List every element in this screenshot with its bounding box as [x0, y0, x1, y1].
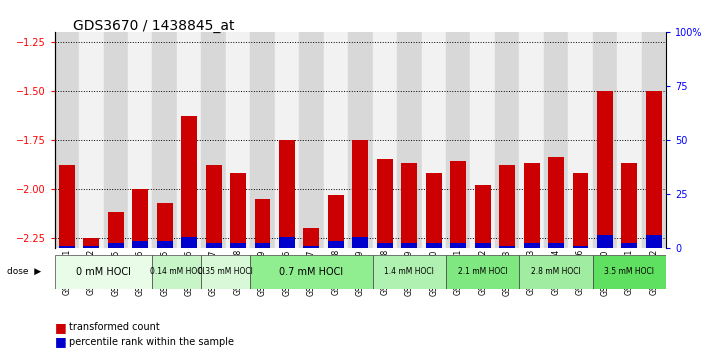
Bar: [548, 244, 564, 248]
Text: 0.35 mM HOCl: 0.35 mM HOCl: [199, 267, 253, 276]
Bar: [328, 241, 344, 248]
Text: ■: ■: [55, 335, 66, 348]
Bar: [495, 32, 519, 248]
Bar: [572, 173, 588, 248]
Bar: [255, 199, 271, 248]
Bar: [108, 212, 124, 248]
Bar: [475, 185, 491, 248]
Bar: [422, 32, 446, 248]
Bar: [328, 195, 344, 248]
Bar: [641, 32, 666, 248]
Bar: [250, 32, 274, 248]
Bar: [132, 241, 149, 248]
Bar: [373, 32, 397, 248]
Bar: [132, 189, 149, 248]
Bar: [83, 238, 99, 248]
Bar: [279, 140, 295, 248]
Bar: [250, 255, 373, 289]
Bar: [230, 173, 246, 248]
Bar: [181, 237, 197, 248]
Bar: [152, 255, 202, 289]
Text: GDS3670 / 1438845_at: GDS3670 / 1438845_at: [73, 19, 234, 34]
Bar: [450, 244, 466, 248]
Bar: [279, 237, 295, 248]
Bar: [103, 32, 128, 248]
Bar: [157, 202, 173, 248]
Bar: [523, 164, 539, 248]
Bar: [55, 255, 152, 289]
Bar: [55, 32, 79, 248]
Bar: [59, 246, 75, 248]
Bar: [622, 244, 638, 248]
Bar: [83, 246, 99, 248]
Text: ■: ■: [55, 321, 66, 334]
Bar: [572, 246, 588, 248]
Bar: [397, 32, 422, 248]
Bar: [593, 32, 617, 248]
Bar: [226, 32, 250, 248]
Bar: [202, 255, 250, 289]
Bar: [202, 32, 226, 248]
Text: 2.8 mM HOCl: 2.8 mM HOCl: [531, 267, 581, 276]
Text: 0.14 mM HOCl: 0.14 mM HOCl: [149, 267, 205, 276]
Bar: [128, 32, 152, 248]
Bar: [348, 32, 373, 248]
Bar: [450, 161, 466, 248]
Bar: [157, 241, 173, 248]
Bar: [617, 32, 641, 248]
Text: 0.7 mM HOCl: 0.7 mM HOCl: [280, 267, 344, 277]
Bar: [548, 158, 564, 248]
Bar: [205, 244, 221, 248]
Bar: [622, 164, 638, 248]
Bar: [304, 246, 320, 248]
Bar: [352, 237, 368, 248]
Bar: [646, 91, 662, 248]
Bar: [401, 164, 417, 248]
Bar: [646, 235, 662, 248]
Bar: [299, 32, 324, 248]
Bar: [544, 32, 569, 248]
Bar: [426, 173, 442, 248]
Bar: [79, 32, 103, 248]
Bar: [352, 140, 368, 248]
Bar: [523, 244, 539, 248]
Bar: [181, 116, 197, 248]
Bar: [304, 228, 320, 248]
Bar: [446, 32, 470, 248]
Bar: [499, 165, 515, 248]
Bar: [597, 235, 613, 248]
Bar: [401, 244, 417, 248]
Bar: [377, 159, 393, 248]
Bar: [446, 255, 519, 289]
Bar: [255, 244, 271, 248]
Bar: [519, 255, 593, 289]
Bar: [499, 246, 515, 248]
Text: 2.1 mM HOCl: 2.1 mM HOCl: [458, 267, 507, 276]
Text: 0 mM HOCl: 0 mM HOCl: [76, 267, 131, 277]
Bar: [152, 32, 177, 248]
Bar: [324, 32, 348, 248]
Bar: [205, 165, 221, 248]
Bar: [593, 255, 666, 289]
Bar: [108, 244, 124, 248]
Text: 1.4 mM HOCl: 1.4 mM HOCl: [384, 267, 434, 276]
Text: dose  ▶: dose ▶: [7, 267, 41, 276]
Bar: [177, 32, 202, 248]
Bar: [230, 244, 246, 248]
Bar: [597, 91, 613, 248]
Bar: [569, 32, 593, 248]
Text: percentile rank within the sample: percentile rank within the sample: [69, 337, 234, 347]
Bar: [373, 255, 446, 289]
Text: 3.5 mM HOCl: 3.5 mM HOCl: [604, 267, 654, 276]
Bar: [59, 165, 75, 248]
Bar: [274, 32, 299, 248]
Bar: [519, 32, 544, 248]
Text: transformed count: transformed count: [69, 322, 160, 332]
Bar: [426, 244, 442, 248]
Bar: [377, 244, 393, 248]
Bar: [470, 32, 495, 248]
Bar: [475, 244, 491, 248]
